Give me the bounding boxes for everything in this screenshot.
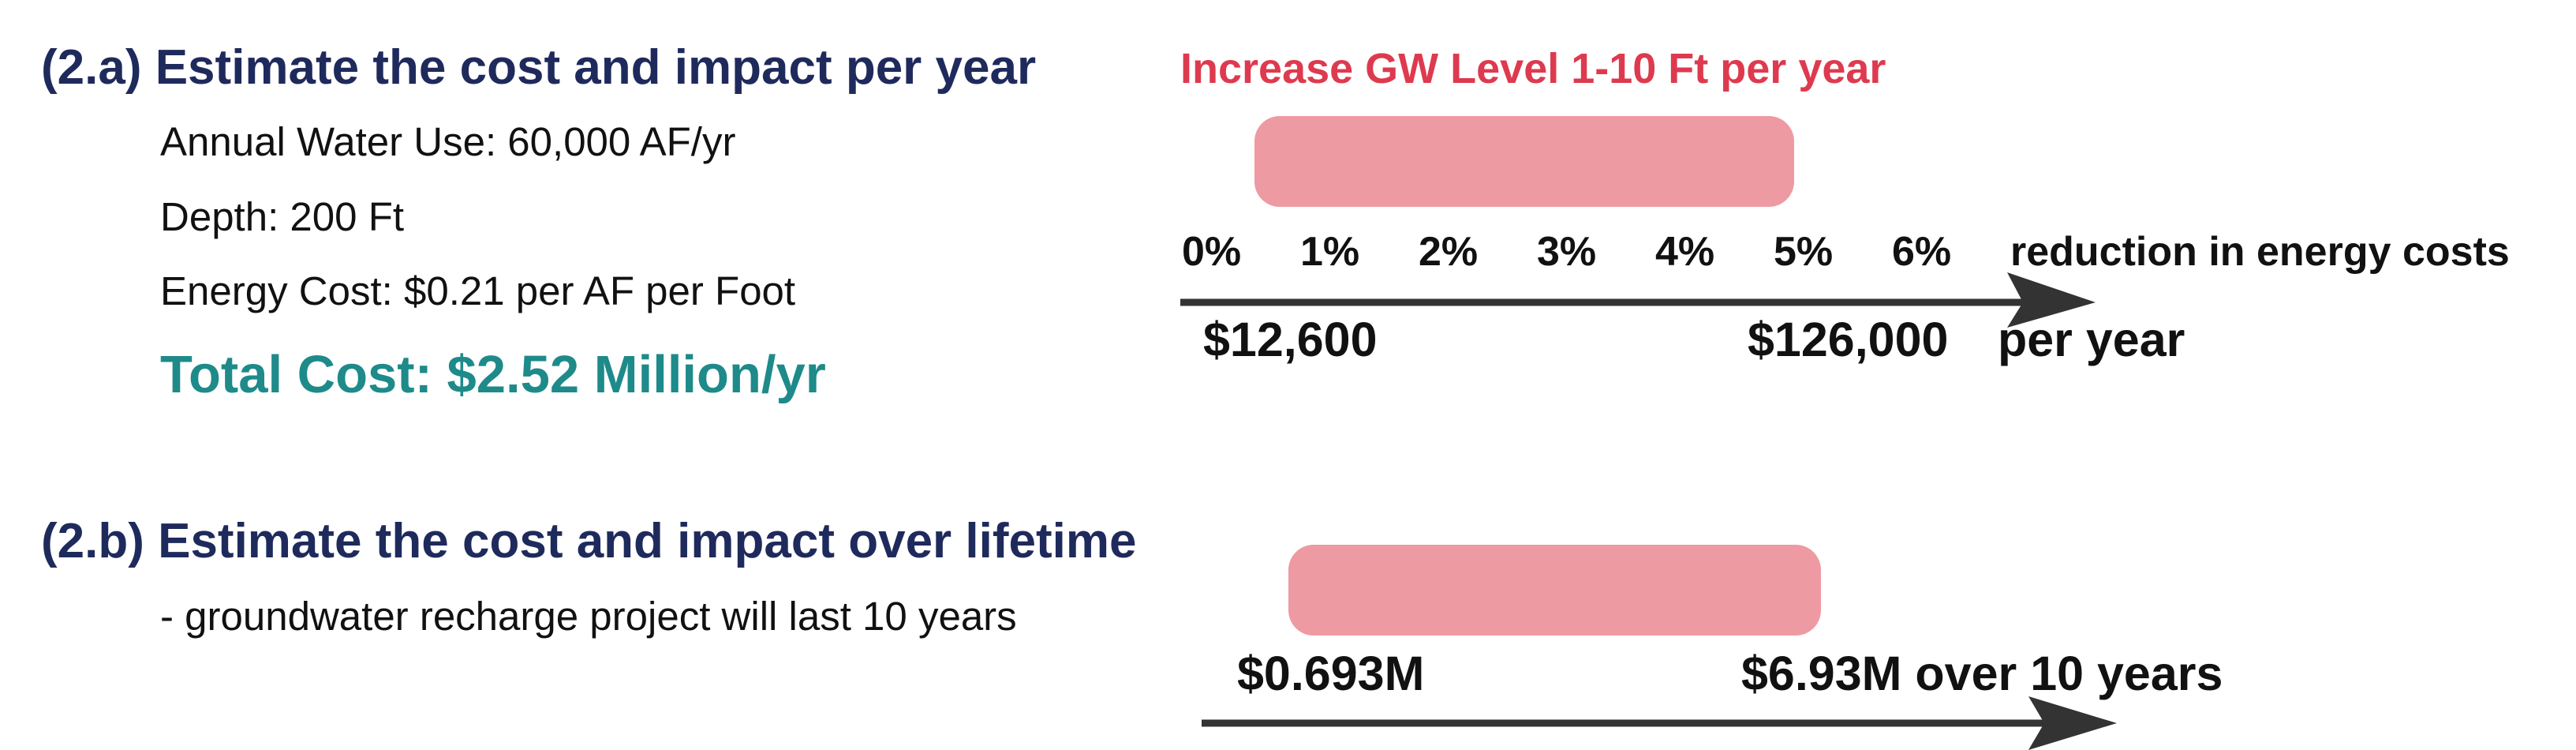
arrow-a-head bbox=[2007, 272, 2096, 328]
total-cost-text: Total Cost: $2.52 Million/yr bbox=[160, 345, 826, 404]
annual-range-bar bbox=[1254, 116, 1794, 207]
annual-low-value: $12,600 bbox=[1203, 313, 1378, 366]
gw-level-banner: Increase GW Level 1-10 Ft per year bbox=[1180, 45, 1886, 92]
annual-high-value: $126,000 bbox=[1748, 313, 1949, 366]
scale-unit-label: reduction in energy costs bbox=[2010, 229, 2510, 275]
depth-text: Depth: 200 Ft bbox=[160, 194, 405, 239]
tick-label-3: 3% bbox=[1537, 229, 1597, 275]
lifetime-low-value: $0.693M bbox=[1237, 647, 1425, 700]
annual-suffix: per year bbox=[1998, 313, 2185, 366]
tick-label-6: 6% bbox=[1892, 229, 1952, 275]
tick-label-1: 1% bbox=[1300, 229, 1360, 275]
annual-water-use-text: Annual Water Use: 60,000 AF/yr bbox=[160, 119, 736, 164]
tick-label-5: 5% bbox=[1774, 229, 1834, 275]
arrow-b-head bbox=[2028, 696, 2117, 750]
right-arrow-icon bbox=[1202, 696, 2117, 750]
right-arrow-icon bbox=[1180, 272, 2096, 328]
energy-cost-text: Energy Cost: $0.21 per AF per Foot bbox=[160, 268, 796, 313]
section-a-heading: (2.a) Estimate the cost and impact per y… bbox=[41, 40, 1037, 95]
tick-label-4: 4% bbox=[1655, 229, 1715, 275]
lifetime-high-value: $6.93M over 10 years bbox=[1741, 647, 2223, 700]
section-b-heading: (2.b) Estimate the cost and impact over … bbox=[41, 514, 1137, 568]
tick-label-0: 0% bbox=[1182, 229, 1242, 275]
lifetime-range-bar bbox=[1288, 545, 1821, 636]
project-duration-note: - groundwater recharge project will last… bbox=[160, 594, 1017, 639]
tick-label-2: 2% bbox=[1419, 229, 1479, 275]
